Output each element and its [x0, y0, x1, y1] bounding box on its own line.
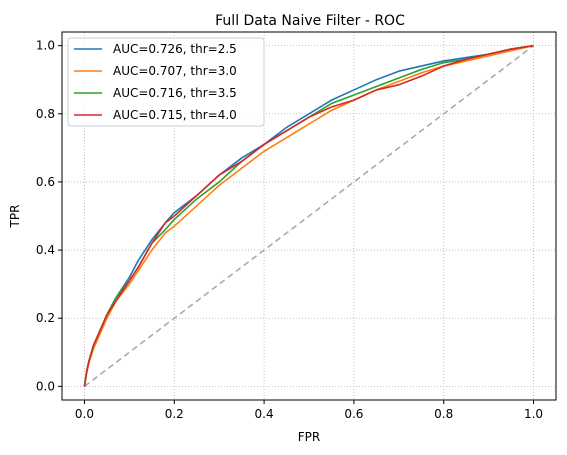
chart-title: Full Data Naive Filter - ROC [215, 13, 405, 29]
legend: AUC=0.726, thr=2.5 AUC=0.707, thr=3.0 AUC=… [67, 37, 265, 127]
x-tick-label: 0.8 [434, 407, 453, 421]
x-ticks: 0.0 0.2 0.4 0.6 0.8 1.0 [75, 400, 543, 421]
series-line-2 [83, 44, 534, 387]
y-axis-label: TPR [8, 205, 22, 229]
x-tick-label: 0.0 [75, 407, 94, 421]
legend-label-3: AUC=0.716, thr=3.5 [113, 86, 237, 100]
y-ticks: 0.0 0.2 0.4 0.6 0.8 1.0 [36, 39, 62, 393]
x-tick-label: 1.0 [524, 407, 543, 421]
x-tick-label: 0.6 [344, 407, 363, 421]
y-tick-label: 0.6 [36, 175, 55, 189]
legend-label-1: AUC=0.726, thr=2.5 [113, 42, 237, 56]
chance-diagonal [83, 44, 535, 388]
chance-diagonal-line [83, 44, 535, 388]
x-tick-label: 0.2 [165, 407, 184, 421]
y-tick-label: 0.8 [36, 107, 55, 121]
y-tick-label: 0.4 [36, 243, 55, 257]
y-tick-label: 0.2 [36, 311, 55, 325]
y-tick-label: 1.0 [36, 39, 55, 53]
plot-frame [61, 31, 557, 401]
y-tick-label: 0.0 [36, 379, 55, 393]
x-axis-label: FPR [298, 430, 320, 444]
legend-label-2: AUC=0.707, thr=3.0 [113, 64, 237, 78]
series-lines [83, 44, 534, 387]
legend-label-4: AUC=0.715, thr=4.0 [113, 108, 237, 122]
legend-box [67, 37, 265, 127]
series-line-4 [83, 44, 534, 387]
x-tick-label: 0.4 [255, 407, 274, 421]
